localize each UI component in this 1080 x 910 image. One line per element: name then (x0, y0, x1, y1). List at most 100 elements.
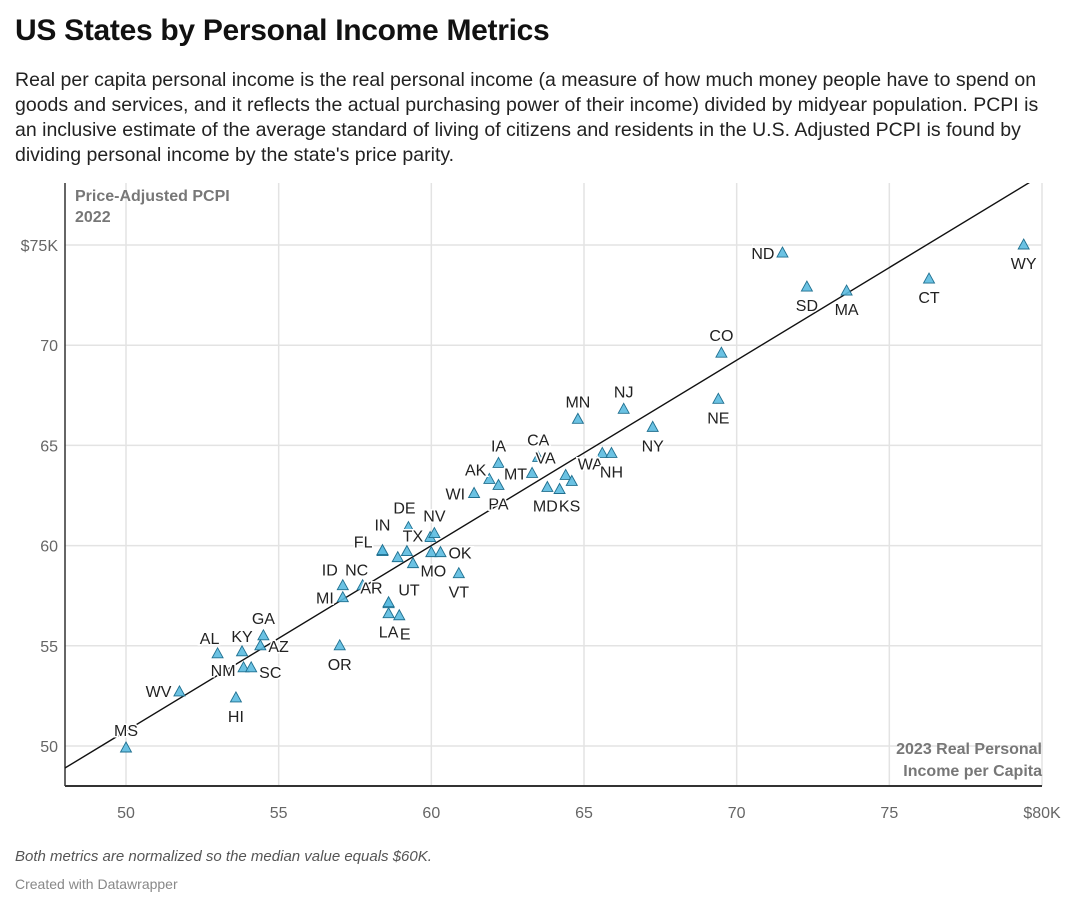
point-label: AK (465, 462, 487, 479)
point-ak (483, 472, 496, 484)
point-az (254, 638, 267, 651)
point-label: CO (709, 328, 733, 345)
y-tick-label: 55 (40, 639, 58, 656)
point-e (393, 608, 406, 621)
point-ky (235, 644, 249, 657)
point-ia (492, 456, 505, 468)
point-label: SD (796, 298, 818, 315)
chart-title: US States by Personal Income Metrics (15, 14, 550, 47)
point-pa (492, 478, 505, 490)
point-label: NY (642, 438, 665, 455)
x-tick-label: 50 (117, 805, 135, 822)
point-label: MA (835, 302, 859, 319)
point-nv (428, 526, 441, 539)
y-tick-label: 65 (40, 438, 58, 455)
tick-labels: 50 55 60 65 70 75 $80K 50 55 60 65 70 $75K (21, 238, 1061, 822)
point-la (382, 606, 395, 619)
x-tick-label: $80K (1023, 805, 1061, 822)
point-label: WI (446, 486, 466, 503)
point-label: GA (252, 611, 275, 628)
point-label: IA (491, 438, 506, 455)
point-label: CA (527, 432, 550, 449)
point-md (541, 480, 554, 492)
point-unlabeled (596, 446, 609, 458)
point-label: NC (345, 563, 368, 580)
point-unlabeled (382, 595, 395, 608)
point-label: KY (231, 629, 253, 646)
point-label: NV (423, 509, 446, 526)
point-ks (553, 482, 566, 494)
point-ga (257, 628, 270, 641)
point-label: NH (600, 464, 623, 481)
trendline-group (65, 183, 1030, 769)
point-or (333, 638, 346, 651)
y-axis-title: 2022 (75, 209, 111, 226)
point-id (336, 578, 350, 591)
point-ma (840, 284, 853, 296)
x-tick-label: 65 (575, 805, 593, 822)
point-unlabeled (391, 550, 405, 563)
point-label: WY (1011, 256, 1037, 273)
x-axis-title: Income per Capita (903, 763, 1042, 780)
point-label: CT (918, 290, 940, 307)
x-tick-label: 70 (728, 805, 746, 822)
points (119, 238, 1030, 753)
point-ok (434, 545, 447, 558)
point-co (715, 346, 728, 358)
point-label: MO (420, 564, 446, 581)
credit-link[interactable]: Created with Datawrapper (15, 876, 178, 892)
point-ut (406, 556, 420, 569)
point-nh (605, 446, 618, 458)
point-mo (425, 545, 438, 558)
point-label: SC (259, 665, 281, 682)
point-sd (800, 280, 814, 292)
x-tick-label: 55 (270, 805, 288, 822)
point-wi (467, 486, 481, 498)
point-label: ND (751, 246, 774, 263)
point-ny (646, 420, 659, 432)
point-in (376, 543, 389, 556)
point-wy (1017, 238, 1030, 250)
chart-subtitle: Real per capita personal income is the r… (15, 69, 1039, 166)
point-label: OK (448, 546, 471, 563)
point-label: OR (328, 657, 352, 674)
point-label: MI (316, 591, 334, 608)
y-tick-label: 50 (40, 739, 58, 756)
point-label: FL (354, 535, 373, 552)
x-axis-title: 2023 Real Personal (896, 741, 1042, 758)
footnote: Both metrics are normalized so the media… (15, 848, 432, 865)
point-nc (356, 578, 369, 591)
y-axis-title: Price-Adjusted PCPI (75, 188, 230, 205)
point-tx (400, 544, 414, 557)
point-label: TX (403, 529, 424, 546)
point-label: IN (374, 518, 390, 535)
point-ct (922, 272, 936, 284)
point-label: MS (114, 723, 138, 740)
y-tick-label: 70 (40, 338, 58, 355)
point-ms (119, 741, 133, 753)
point-sc (244, 660, 258, 673)
point-label: MT (504, 466, 527, 483)
point-label: MN (565, 394, 590, 411)
point-label: PA (488, 496, 508, 513)
point-nj (617, 402, 630, 414)
point-label: WV (146, 684, 172, 701)
point-label: VA (536, 450, 556, 467)
point-ne (712, 392, 725, 404)
point-label: LA (379, 625, 399, 642)
point-al (211, 646, 224, 659)
point-label: NM (211, 663, 236, 680)
point-label: AL (200, 631, 220, 648)
point-de (402, 520, 415, 533)
trendline (65, 183, 1030, 769)
point-va (559, 468, 572, 480)
point-label: VT (449, 585, 470, 602)
axis-titles: Price-Adjusted PCPI 2022 2023 Real Persona… (75, 188, 1042, 780)
point-label: AZ (268, 639, 289, 656)
point-label: KS (559, 498, 580, 515)
point-label: HI (228, 709, 244, 726)
point-label: WA (578, 456, 604, 473)
point-wa (565, 474, 579, 486)
